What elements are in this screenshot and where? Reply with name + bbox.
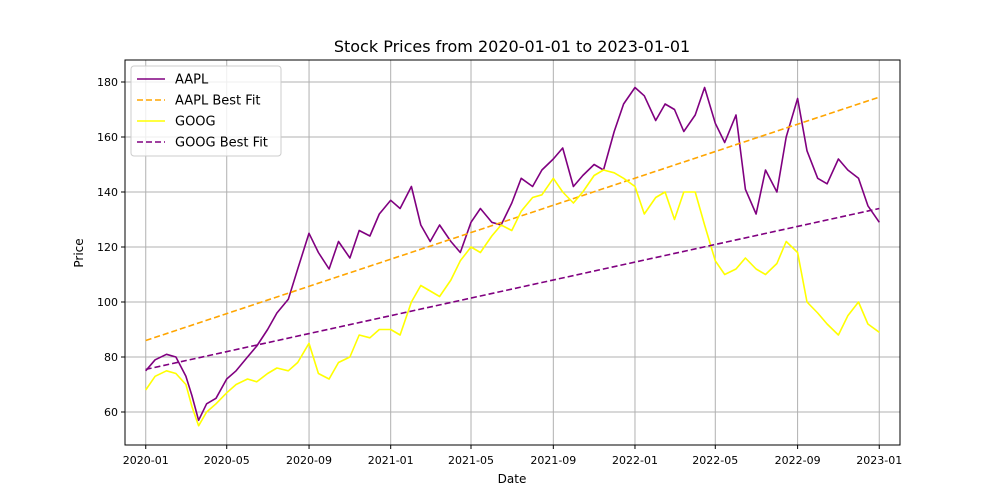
x-tick-label: 2022-05 xyxy=(692,454,738,467)
y-tick-label: 60 xyxy=(104,406,118,419)
y-tick-label: 80 xyxy=(104,351,118,364)
x-tick-label: 2020-09 xyxy=(286,454,332,467)
series-line-aapl xyxy=(145,86,880,422)
y-tick-label: 100 xyxy=(97,296,118,309)
x-axis-label: Date xyxy=(498,472,527,486)
x-tick-label: 2020-01 xyxy=(123,454,169,467)
x-tick-label: 2023-01 xyxy=(856,454,902,467)
series-lines xyxy=(145,86,880,427)
series-line-goog xyxy=(145,169,880,427)
series-line-aapl-best-fit xyxy=(145,96,880,342)
legend: AAPL AAPL Best Fit GOOG GOOG Best Fit xyxy=(130,65,282,157)
x-axis-ticks: 2020-01 2020-05 2020-09 2021-01 2021-05 2021-… xyxy=(123,445,902,467)
y-tick-label: 140 xyxy=(97,186,118,199)
legend-label: GOOG Best Fit xyxy=(175,136,268,151)
legend-label: AAPL xyxy=(175,73,209,88)
plot-area xyxy=(124,59,901,446)
x-tick-label: 2020-05 xyxy=(204,454,250,467)
y-tick-label: 120 xyxy=(97,241,118,254)
legend-frame xyxy=(130,65,282,157)
y-axis-ticks: 60 80 100 120 140 160 180 xyxy=(97,76,125,419)
grid-lines xyxy=(125,60,900,445)
x-tick-label: 2022-09 xyxy=(775,454,821,467)
legend-label: GOOG xyxy=(175,115,216,130)
legend-label: AAPL Best Fit xyxy=(175,94,261,109)
y-axis-label: Price xyxy=(72,238,86,267)
x-tick-label: 2021-05 xyxy=(448,454,494,467)
y-tick-label: 160 xyxy=(97,131,118,144)
series-line-goog-best-fit xyxy=(145,207,880,371)
y-tick-label: 180 xyxy=(97,76,118,89)
x-tick-label: 2022-01 xyxy=(612,454,658,467)
x-tick-label: 2021-01 xyxy=(368,454,414,467)
x-tick-label: 2021-09 xyxy=(530,454,576,467)
chart-title: Stock Prices from 2020-01-01 to 2023-01-… xyxy=(334,37,690,56)
